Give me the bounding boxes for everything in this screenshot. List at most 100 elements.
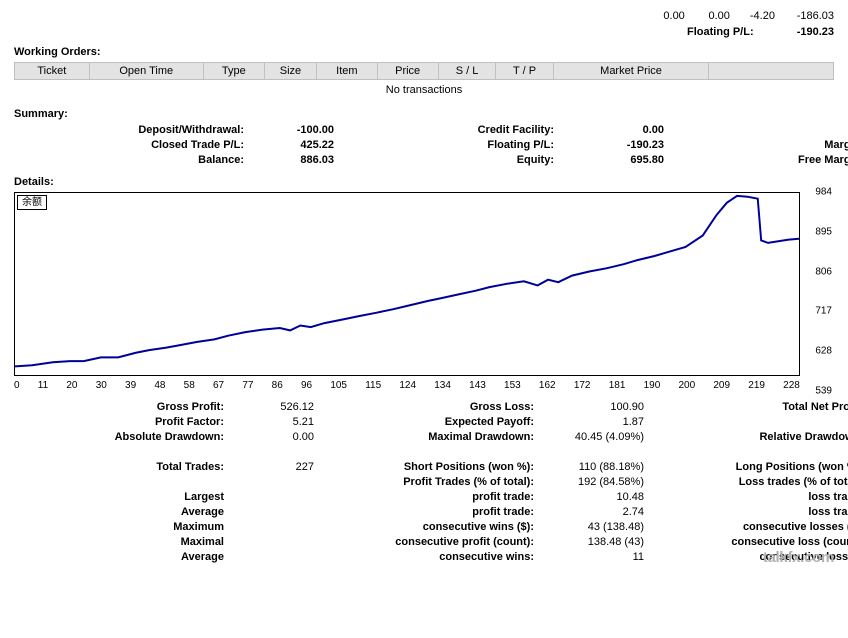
summary-label [724, 124, 848, 136]
spacer [644, 416, 664, 428]
working-orders-title: Working Orders: [14, 46, 834, 58]
spacer [334, 154, 394, 166]
orders-col-header: Price [377, 63, 438, 80]
stat-value: 5.21 [224, 416, 314, 428]
spacer [314, 446, 334, 458]
spacer [334, 124, 394, 136]
x-tick-label: 67 [213, 380, 224, 391]
spacer [314, 521, 334, 533]
stat-label: consecutive loss (count): [664, 536, 848, 548]
summary-title: Summary: [14, 108, 834, 120]
x-tick-label: 134 [434, 380, 451, 391]
working-orders-table: TicketOpen TimeTypeSizeItemPriceS / LT /… [14, 62, 834, 80]
top-v2: 0.00 [688, 10, 730, 22]
summary-label: Floating P/L: [394, 139, 554, 151]
x-tick-label: 30 [96, 380, 107, 391]
summary-label: Balance: [44, 154, 244, 166]
spacer [644, 401, 664, 413]
floating-pl-summary: Floating P/L: -190.23 [14, 26, 834, 38]
stat-value: 526.12 [224, 401, 314, 413]
y-tick-label: 984 [815, 187, 832, 198]
x-tick-label: 11 [38, 380, 48, 391]
y-tick-label: 806 [815, 266, 832, 277]
stat-label: Loss trades (% of total): [664, 476, 848, 488]
stat-value: 1.87 [534, 416, 644, 428]
stat-label [24, 446, 224, 458]
stat-value [224, 536, 314, 548]
x-tick-label: 153 [504, 380, 521, 391]
stat-value: 100.90 [534, 401, 644, 413]
spacer [644, 536, 664, 548]
stat-label: Profit Trades (% of total): [334, 476, 534, 488]
stat-label: consecutive profit (count): [334, 536, 534, 548]
stat-label [334, 446, 534, 458]
stat-label: profit trade: [334, 506, 534, 518]
stat-label: Long Positions (won %): [664, 461, 848, 473]
details-title: Details: [14, 176, 834, 188]
spacer [644, 431, 664, 443]
top-values-row: 0.00 0.00 -4.20 -186.03 [14, 10, 834, 22]
stat-value [224, 521, 314, 533]
summary-value: 425.22 [244, 139, 334, 151]
summary-label: Margin: [724, 139, 848, 151]
summary-value: 886.03 [244, 154, 334, 166]
stat-label: Relative Drawdown: [664, 431, 848, 443]
stat-label: loss trade: [664, 506, 848, 518]
stats-grid: Gross Profit:526.12Gross Loss:100.90Tota… [24, 401, 834, 563]
spacer [314, 491, 334, 503]
stat-label: profit trade: [334, 491, 534, 503]
summary-label: Deposit/Withdrawal: [44, 124, 244, 136]
spacer [314, 461, 334, 473]
stat-value: 2.74 [534, 506, 644, 518]
orders-col-header [709, 63, 834, 80]
stat-value: 0.00 [224, 431, 314, 443]
watermark: talkfx.com [14, 549, 834, 566]
spacer [644, 491, 664, 503]
summary-value: 695.80 [554, 154, 664, 166]
x-tick-label: 58 [184, 380, 195, 391]
orders-col-header: Size [264, 63, 316, 80]
summary-label: Closed Trade P/L: [44, 139, 244, 151]
orders-col-header: Open Time [89, 63, 203, 80]
stat-value [224, 476, 314, 488]
spacer [644, 521, 664, 533]
x-tick-label: 39 [125, 380, 136, 391]
no-transactions-text: No transactions [14, 80, 834, 100]
x-tick-label: 0 [14, 380, 20, 391]
spacer [314, 431, 334, 443]
spacer [314, 506, 334, 518]
x-tick-label: 115 [365, 380, 381, 391]
summary-value: 0.00 [554, 124, 664, 136]
spacer [334, 139, 394, 151]
summary-label: Credit Facility: [394, 124, 554, 136]
x-tick-label: 124 [399, 380, 416, 391]
stat-label: Expected Payoff: [334, 416, 534, 428]
x-axis-ticks: 0112030394858677786961051151241341431531… [14, 378, 800, 391]
stat-value: 10.48 [534, 491, 644, 503]
stat-label: Short Positions (won %): [334, 461, 534, 473]
y-axis-ticks: 539628717806895984 [802, 192, 832, 391]
orders-col-header: Type [203, 63, 264, 80]
stat-value: 192 (84.58%) [534, 476, 644, 488]
stat-label: Maximal Drawdown: [334, 431, 534, 443]
x-tick-label: 181 [609, 380, 626, 391]
stat-value: 227 [224, 461, 314, 473]
x-tick-label: 86 [272, 380, 283, 391]
stat-label: Largest [24, 491, 224, 503]
top-v1: 0.00 [643, 10, 685, 22]
spacer [314, 476, 334, 488]
x-tick-label: 162 [539, 380, 556, 391]
summary-value: -100.00 [244, 124, 334, 136]
stat-label: consecutive wins ($): [334, 521, 534, 533]
stat-label: Total Trades: [24, 461, 224, 473]
stat-label: Profit Factor: [24, 416, 224, 428]
stat-value: 43 (138.48) [534, 521, 644, 533]
stat-label: Maximum [24, 521, 224, 533]
stat-label [24, 476, 224, 488]
top-v3: -4.20 [733, 10, 775, 22]
spacer [314, 401, 334, 413]
stat-label: loss trade: [664, 491, 848, 503]
stat-label: Total Net Profit: [664, 401, 848, 413]
stat-label: Absolute Drawdown: [24, 431, 224, 443]
stat-label: Maximal [24, 536, 224, 548]
